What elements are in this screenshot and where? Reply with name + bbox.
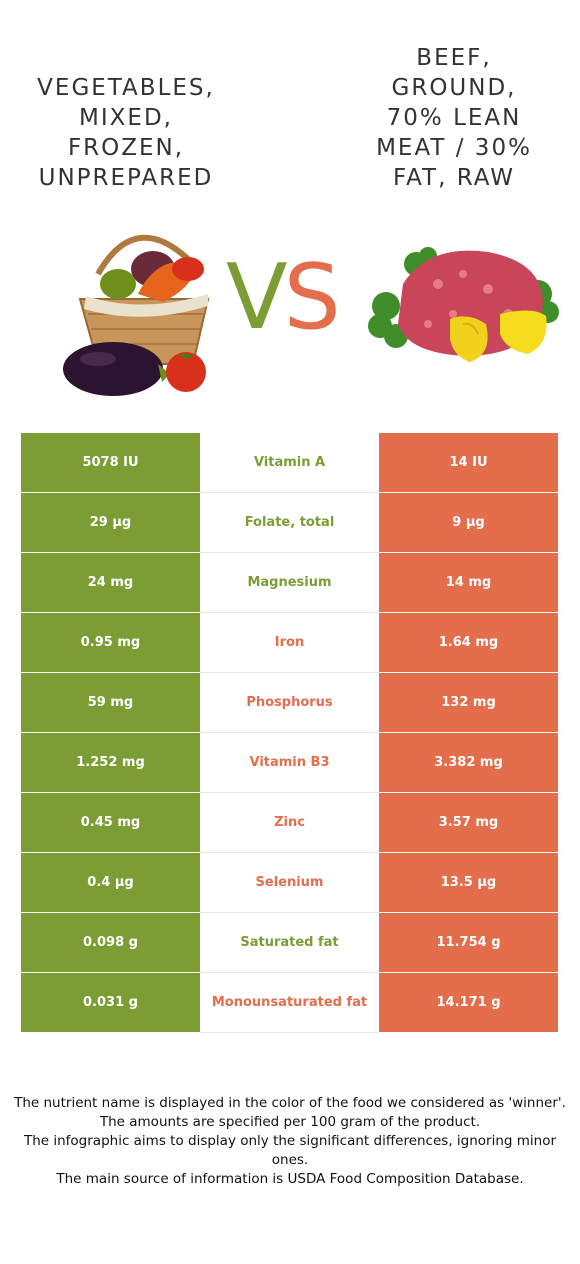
nutrient-name: Selenium — [200, 852, 379, 913]
right-value: 3.57 mg — [379, 792, 558, 853]
footnote-line-1: The nutrient name is displayed in the co… — [14, 1095, 566, 1111]
left-value: 0.45 mg — [21, 792, 200, 853]
vs-v: V — [226, 245, 288, 350]
nutrient-name: Magnesium — [200, 552, 379, 613]
nutrient-name: Phosphorus — [200, 672, 379, 733]
left-value: 0.95 mg — [21, 612, 200, 673]
right-value: 3.382 mg — [379, 732, 558, 793]
left-value: 59 mg — [21, 672, 200, 733]
table-row: 0.031 g Monounsaturated fat 14.171 g — [21, 972, 558, 1033]
table-row: 29 µg Folate, total 9 µg — [21, 492, 558, 553]
table-row: 59 mg Phosphorus 132 mg — [21, 672, 558, 733]
right-value: 13.5 µg — [379, 852, 558, 913]
table-row: 5078 IU Vitamin A 14 IU — [21, 433, 558, 493]
left-value: 29 µg — [21, 492, 200, 553]
right-value: 14.171 g — [379, 972, 558, 1033]
vs-s: S — [283, 245, 341, 350]
left-value: 1.252 mg — [21, 732, 200, 793]
table-row: 0.45 mg Zinc 3.57 mg — [21, 792, 558, 853]
right-value: 1.64 mg — [379, 612, 558, 673]
right-value: 9 µg — [379, 492, 558, 553]
table-row: 0.098 g Saturated fat 11.754 g — [21, 912, 558, 973]
table-row: 24 mg Magnesium 14 mg — [21, 552, 558, 613]
left-value: 5078 IU — [21, 433, 200, 493]
nutrient-comparison-table: 5078 IU Vitamin A 14 IU 29 µg Folate, total 9… — [21, 433, 558, 1033]
left-value: 0.4 µg — [21, 852, 200, 913]
right-food-title: BEEF, GROUND, 70% LEAN MEAT / 30% FAT, R… — [376, 45, 532, 192]
left-value: 0.098 g — [21, 912, 200, 973]
left-value: 24 mg — [21, 552, 200, 613]
footnote-line-4: The main source of information is USDA F… — [56, 1171, 524, 1187]
nutrient-name: Vitamin A — [200, 433, 379, 493]
right-value: 132 mg — [379, 672, 558, 733]
ground-beef-image — [368, 247, 559, 362]
vs-label: VS — [226, 245, 341, 350]
table-row: 0.95 mg Iron 1.64 mg — [21, 612, 558, 673]
left-value: 0.031 g — [21, 972, 200, 1033]
nutrient-name: Monounsaturated fat — [200, 972, 379, 1033]
table-row: 1.252 mg Vitamin B3 3.382 mg — [21, 732, 558, 793]
table-row: 0.4 µg Selenium 13.5 µg — [21, 852, 558, 913]
footnote-line-2: The amounts are specified per 100 gram o… — [99, 1114, 481, 1130]
footnote-line-3: The infographic aims to display only the… — [23, 1133, 557, 1168]
left-food-title: VEGETABLES, MIXED, FROZEN, UNPREPARED — [37, 75, 215, 192]
nutrient-name: Iron — [200, 612, 379, 673]
nutrient-name: Zinc — [200, 792, 379, 853]
nutrient-name: Folate, total — [200, 492, 379, 553]
vegetable-basket-image — [63, 234, 210, 396]
right-value: 14 mg — [379, 552, 558, 613]
nutrient-name: Saturated fat — [200, 912, 379, 973]
footnote: The nutrient name is displayed in the co… — [10, 1094, 570, 1189]
right-value: 11.754 g — [379, 912, 558, 973]
right-value: 14 IU — [379, 433, 558, 493]
nutrient-name: Vitamin B3 — [200, 732, 379, 793]
